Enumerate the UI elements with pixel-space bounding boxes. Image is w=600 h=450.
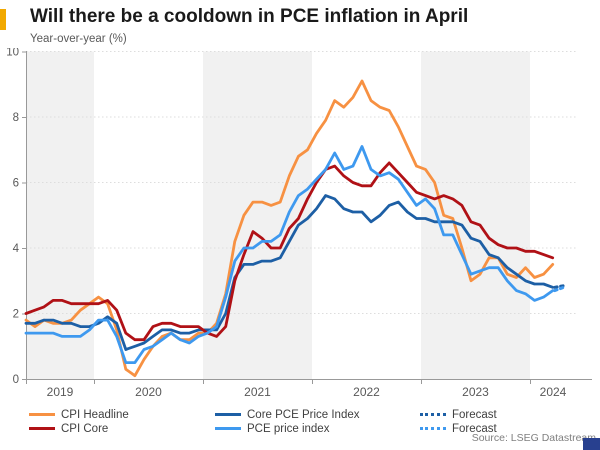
legend-item-forecast-pce: Forecast bbox=[420, 422, 497, 435]
year-band-2021 bbox=[203, 51, 312, 379]
page-title: Will there be a cooldown in PCE inflatio… bbox=[30, 6, 469, 27]
series-line-core_pce bbox=[24, 194, 555, 351]
year-band-2019 bbox=[26, 51, 94, 379]
legend-swatch-cpi-core bbox=[29, 427, 55, 430]
legend-label: Forecast bbox=[452, 408, 497, 421]
x-tick-label-2023: 2023 bbox=[462, 385, 489, 399]
y-tick-label: 6 bbox=[13, 178, 19, 190]
source-text: Source: LSEG Datastream bbox=[471, 432, 596, 444]
series-line-cpi_core bbox=[24, 161, 555, 342]
x-tick-label-2019: 2019 bbox=[47, 385, 74, 399]
legend-swatch-core-pce bbox=[215, 413, 241, 416]
legend-swatch-forecast-core-pce bbox=[420, 413, 446, 416]
x-tick-label-2024: 2024 bbox=[540, 385, 567, 399]
legend-item-forecast-core-pce: Forecast bbox=[420, 408, 497, 421]
y-tick-label: 4 bbox=[13, 243, 20, 255]
line-chart: 0 2 4 6 8 10 2019 2020 2021 2022 2023 2024 bbox=[6, 48, 592, 399]
series-line-pce bbox=[24, 145, 555, 365]
legend-item-pce: PCE price index bbox=[215, 422, 329, 435]
legend-label: CPI Core bbox=[61, 422, 109, 435]
legend-item-cpi-core: CPI Core bbox=[29, 422, 108, 435]
legend-label: CPI Headline bbox=[61, 408, 129, 421]
x-tick-label-2022: 2022 bbox=[353, 385, 380, 399]
year-band-2023 bbox=[421, 51, 530, 379]
accent-bar bbox=[0, 9, 6, 30]
chart-subtitle: Year-over-year (%) bbox=[30, 33, 127, 45]
legend-item-core-pce: Core PCE Price Index bbox=[215, 408, 360, 421]
forecast-line-core_pce bbox=[553, 284, 566, 289]
chart-legend: CPI Headline CPI Core Core PCE Price Ind… bbox=[0, 404, 600, 436]
y-tick-label: 0 bbox=[13, 374, 19, 386]
legend-label: PCE price index bbox=[247, 422, 330, 435]
legend-label: Core PCE Price Index bbox=[247, 408, 360, 421]
brand-mark bbox=[583, 438, 600, 450]
x-tick-label-2021: 2021 bbox=[244, 385, 271, 399]
legend-swatch-cpi-headline bbox=[29, 413, 55, 416]
y-tick-label: 10 bbox=[6, 48, 19, 59]
legend-swatch-pce bbox=[215, 427, 241, 430]
legend-swatch-forecast-pce bbox=[420, 427, 446, 430]
legend-item-cpi-headline: CPI Headline bbox=[29, 408, 129, 421]
forecast-line-pce bbox=[553, 285, 566, 293]
legend-label: Forecast bbox=[452, 422, 497, 435]
x-tick-label-2020: 2020 bbox=[135, 385, 162, 399]
y-tick-label: 8 bbox=[13, 112, 19, 124]
y-tick-label: 2 bbox=[13, 309, 19, 321]
